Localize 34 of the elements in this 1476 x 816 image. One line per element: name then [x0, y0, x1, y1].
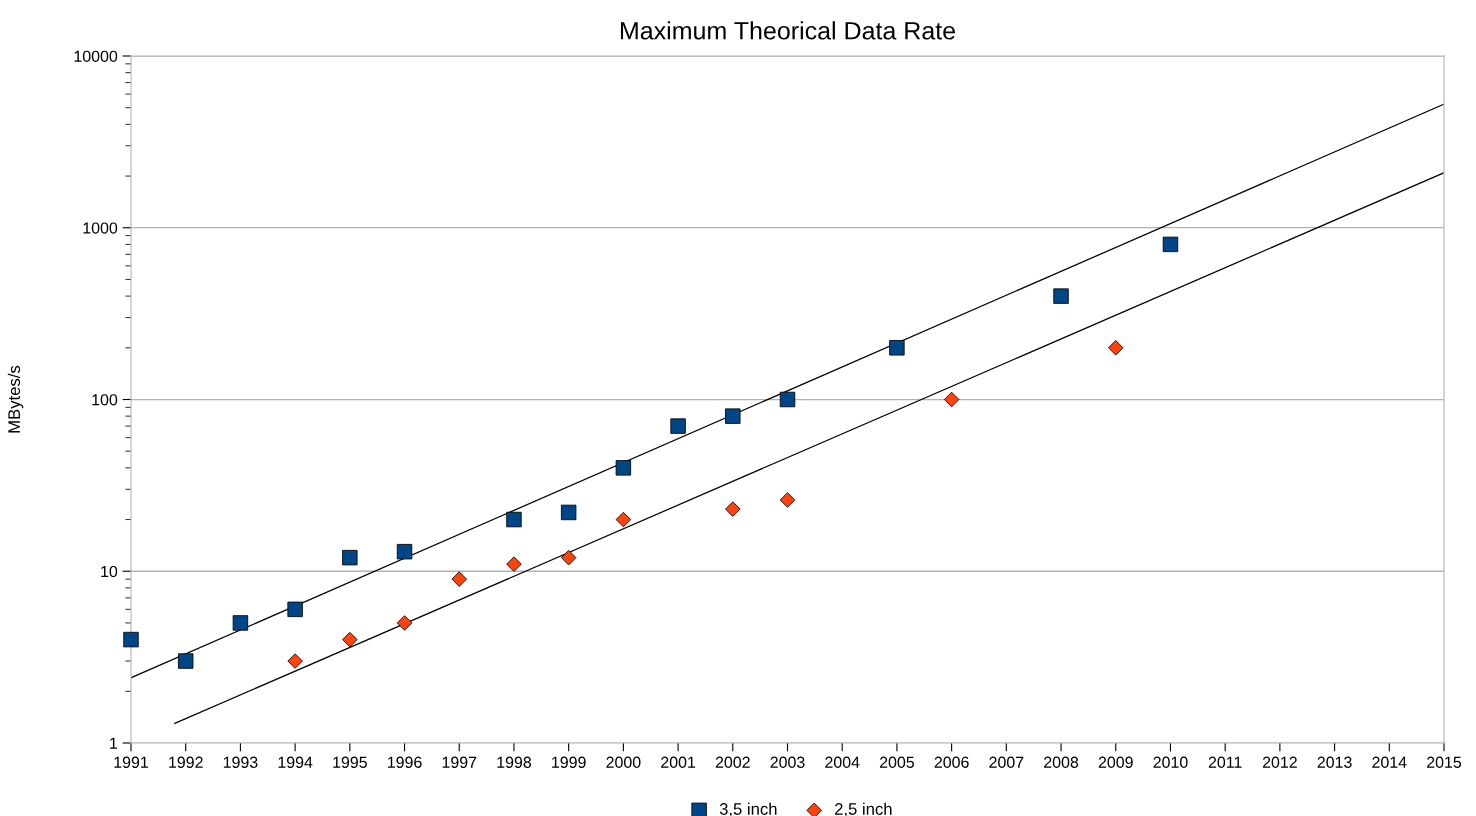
- x-tick-label: 1992: [169, 756, 203, 768]
- x-tick-label: 1996: [388, 756, 422, 768]
- legend-label: 2,5 inch: [835, 802, 892, 816]
- x-tick-label: 2004: [825, 756, 860, 768]
- x-tick-label: 1995: [333, 756, 367, 768]
- y-tick-label: 10000: [74, 50, 118, 62]
- y-axis-title: MBytes/s: [7, 365, 24, 433]
- x-tick-label: 2006: [934, 756, 969, 768]
- y-tick-label: 10: [101, 565, 118, 578]
- x-tick-label: 2007: [989, 756, 1024, 768]
- x-tick-label: 1991: [114, 756, 148, 768]
- x-tick-label: 2009: [1098, 756, 1133, 768]
- x-tick-label: 1999: [552, 756, 586, 768]
- x-tick-label: 1994: [278, 756, 313, 768]
- x-tick-label: 2000: [606, 756, 641, 768]
- legend-label: 3,5 inch: [719, 802, 777, 816]
- x-tick-label: 2012: [1262, 756, 1297, 768]
- x-tick-label: 2013: [1317, 756, 1352, 768]
- x-tick-label: 2010: [1153, 756, 1188, 768]
- x-tick-label: 2003: [770, 756, 805, 768]
- x-tick-label: 1993: [223, 756, 258, 768]
- x-tick-label: 2008: [1044, 756, 1079, 768]
- x-tick-label: 2015: [1427, 756, 1462, 768]
- y-tick-label: 1000: [83, 222, 118, 234]
- x-tick-label: 2005: [879, 756, 915, 768]
- x-tick-label: 2002: [715, 756, 750, 768]
- chart-title: Maximum Theorical Data Rate: [620, 21, 955, 40]
- x-tick-label: 1998: [497, 756, 532, 768]
- y-tick-label: 1: [110, 737, 118, 749]
- x-tick-label: 2014: [1372, 756, 1407, 768]
- y-tick-label: 100: [92, 394, 118, 406]
- x-tick-label: 2001: [661, 756, 696, 768]
- x-tick-label: 1997: [442, 756, 477, 768]
- x-tick-label: 2011: [1208, 756, 1242, 768]
